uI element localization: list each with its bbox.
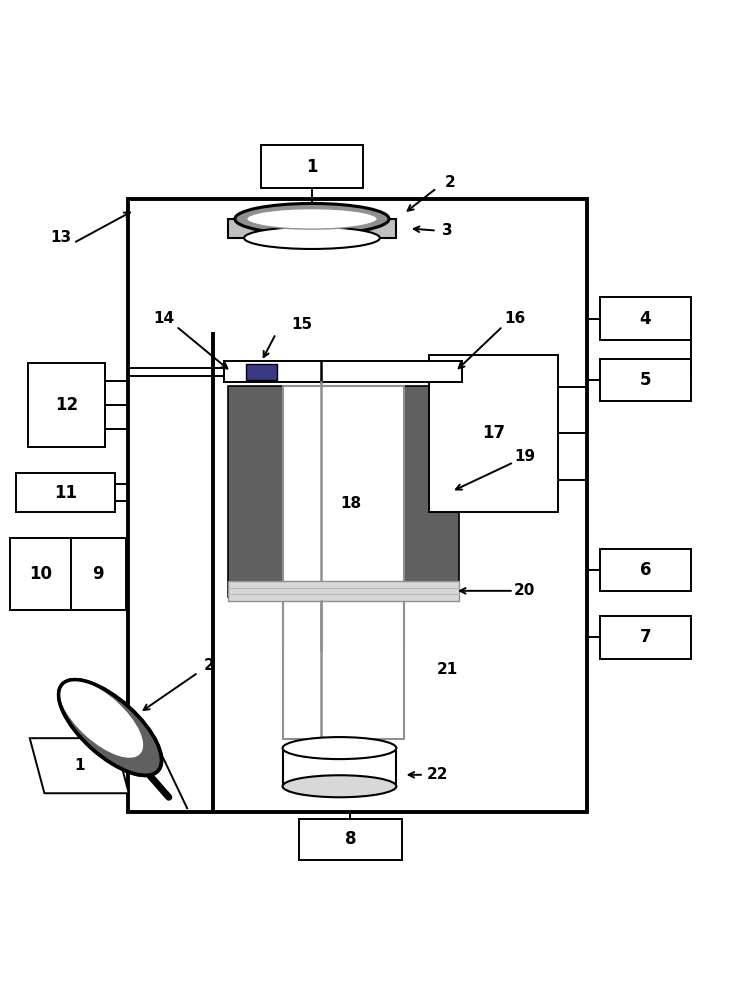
Text: 10: 10 xyxy=(29,565,52,583)
Bar xyxy=(246,364,277,380)
Text: 11: 11 xyxy=(54,484,77,502)
Bar xyxy=(128,199,587,812)
Bar xyxy=(600,549,691,591)
Bar xyxy=(10,538,126,610)
Text: 12: 12 xyxy=(55,396,78,414)
Text: 13: 13 xyxy=(51,230,71,245)
Bar xyxy=(228,581,459,601)
Text: 4: 4 xyxy=(640,310,651,328)
Bar xyxy=(600,297,691,340)
Text: 8: 8 xyxy=(345,830,356,848)
Text: 14: 14 xyxy=(153,311,174,326)
Text: 15: 15 xyxy=(291,317,312,332)
Ellipse shape xyxy=(283,737,396,759)
Text: 3: 3 xyxy=(443,223,453,238)
Ellipse shape xyxy=(247,209,377,229)
Ellipse shape xyxy=(244,227,380,249)
Bar xyxy=(600,616,691,659)
Bar xyxy=(283,386,404,650)
Text: 2: 2 xyxy=(445,175,455,190)
Text: 22: 22 xyxy=(426,767,448,782)
Bar xyxy=(228,219,396,238)
Bar xyxy=(283,748,396,786)
Bar xyxy=(404,386,459,597)
Polygon shape xyxy=(29,738,129,793)
Bar xyxy=(429,355,558,512)
Text: 9: 9 xyxy=(92,565,104,583)
Text: 5: 5 xyxy=(640,371,651,389)
Bar xyxy=(228,386,283,597)
Ellipse shape xyxy=(283,775,396,797)
Ellipse shape xyxy=(235,203,389,234)
Text: 18: 18 xyxy=(340,496,361,511)
Text: 21: 21 xyxy=(437,662,458,677)
Text: 6: 6 xyxy=(640,561,651,579)
Bar xyxy=(600,359,691,401)
Text: 1: 1 xyxy=(74,758,84,773)
Bar xyxy=(28,363,105,447)
Text: 17: 17 xyxy=(482,424,505,442)
Bar xyxy=(16,473,115,512)
Text: 7: 7 xyxy=(640,628,651,646)
Text: 1: 1 xyxy=(306,158,318,176)
Text: 20: 20 xyxy=(514,583,536,598)
Bar xyxy=(261,145,363,188)
Bar xyxy=(224,361,462,382)
Ellipse shape xyxy=(59,680,161,775)
Bar xyxy=(283,601,404,739)
Text: 2: 2 xyxy=(204,658,214,673)
Ellipse shape xyxy=(60,680,142,757)
Bar xyxy=(299,819,401,860)
Text: 19: 19 xyxy=(515,449,535,464)
Text: 16: 16 xyxy=(505,311,526,326)
